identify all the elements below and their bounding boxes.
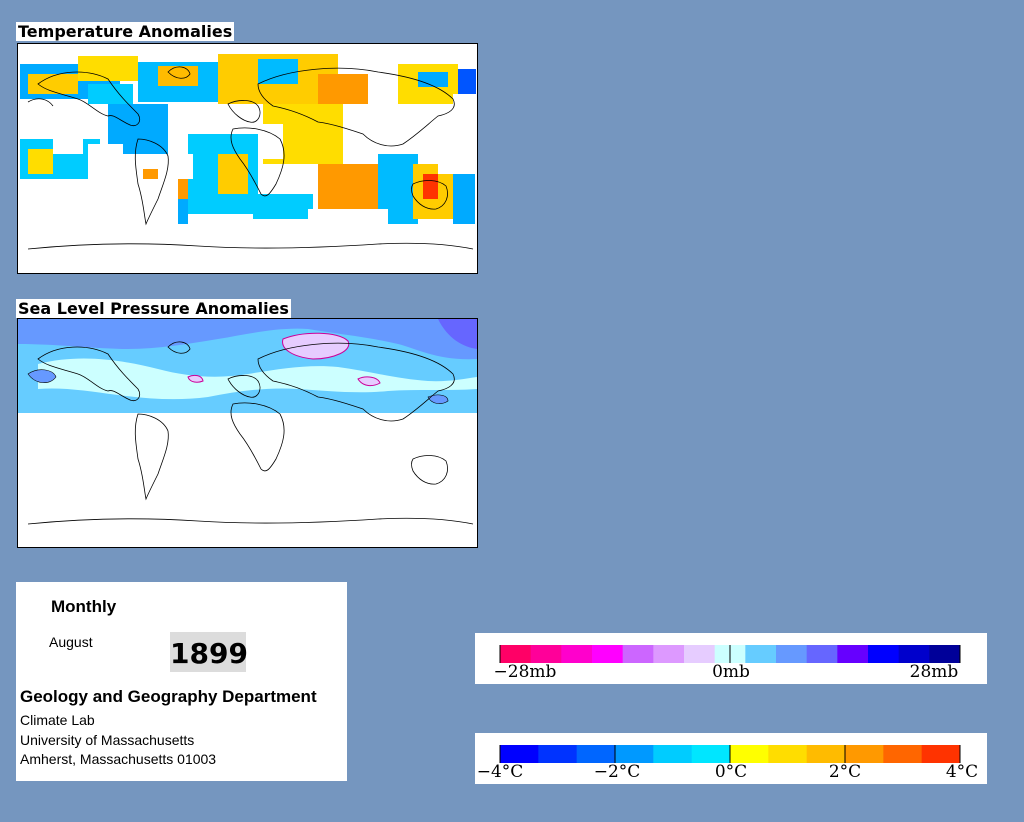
pressure-label-min: −28mb <box>494 662 557 682</box>
legend-swatch <box>768 745 808 763</box>
temperature-label-neg2: −2°C <box>594 762 641 782</box>
legend-swatch <box>691 745 731 763</box>
legend-swatch <box>500 745 539 763</box>
year-display: 1899 <box>170 632 248 672</box>
legend-swatch <box>622 645 654 663</box>
legend-swatch <box>868 645 900 663</box>
pressure-label-zero: 0mb <box>712 662 750 682</box>
legend-swatch <box>530 645 562 663</box>
legend-swatch <box>806 645 838 663</box>
legend-swatch <box>745 645 777 663</box>
legend-swatch <box>653 645 685 663</box>
temperature-anomaly-field <box>18 44 477 273</box>
pressure-legend: −28mb 0mb 28mb <box>475 633 987 684</box>
temperature-label-zero: 0°C <box>715 762 747 782</box>
temperature-map-title: Temperature Anomalies <box>16 22 235 41</box>
legend-swatch <box>500 645 532 663</box>
address: Amherst, Massachusetts 01003 <box>20 751 217 767</box>
legend-swatch <box>684 645 716 663</box>
legend-swatch <box>615 745 654 763</box>
pressure-map-title: Sea Level Pressure Anomalies <box>16 299 291 318</box>
temperature-label-neg4: −4°C <box>477 762 524 782</box>
lab-name: Climate Lab <box>20 712 95 728</box>
pressure-anomaly-map <box>17 318 478 548</box>
legend-swatch <box>730 745 769 763</box>
temperature-label-pos4: 4°C <box>946 762 978 782</box>
legend-swatch <box>592 645 624 663</box>
legend-swatch <box>898 645 930 663</box>
legend-swatch <box>776 645 808 663</box>
legend-swatch <box>653 745 693 763</box>
legend-swatch <box>538 745 578 763</box>
pressure-color-scale <box>499 645 961 663</box>
legend-swatch <box>837 645 869 663</box>
legend-swatch <box>806 745 846 763</box>
coastlines <box>27 341 474 525</box>
temperature-legend: −4°C −2°C 0°C 2°C 4°C <box>475 733 987 784</box>
info-panel: Monthly August 1899 Geology and Geograph… <box>16 582 347 781</box>
legend-swatch <box>921 745 961 763</box>
frequency-label: Monthly <box>51 597 117 616</box>
temperature-label-pos2: 2°C <box>829 762 861 782</box>
legend-swatch <box>561 645 593 663</box>
pressure-anomaly-field <box>18 319 477 413</box>
month-label: August <box>49 634 93 650</box>
legend-swatch <box>883 745 923 763</box>
pressure-label-max: 28mb <box>910 662 959 682</box>
university-name: University of Massachusetts <box>20 732 195 748</box>
temperature-anomaly-map <box>17 43 478 274</box>
department-name: Geology and Geography Department <box>20 687 317 706</box>
legend-swatch <box>929 645 961 663</box>
temperature-color-scale <box>499 745 961 763</box>
coastlines <box>27 66 474 250</box>
legend-swatch <box>576 745 616 763</box>
legend-swatch <box>845 745 884 763</box>
